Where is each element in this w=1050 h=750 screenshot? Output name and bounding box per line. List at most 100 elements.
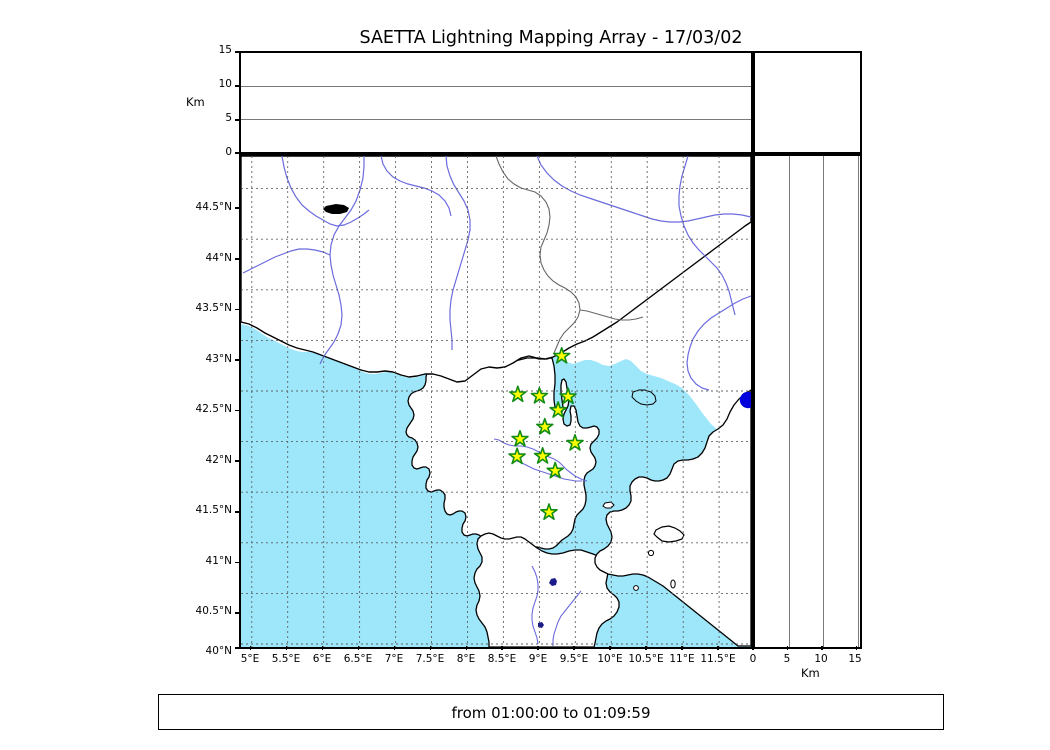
top-panel-axis-label: Km: [186, 95, 205, 109]
tick-lon-11.5: 11.5°E: [700, 653, 736, 665]
tickmark-lat-44.5: [235, 207, 239, 209]
station-star: [559, 387, 577, 405]
station-star: [566, 434, 584, 451]
tickmark-alt-10: [235, 85, 239, 87]
altitude-vs-longitude-panel: [239, 51, 753, 154]
tickmark-lon-8.5: [501, 646, 503, 650]
tick-lat-42: 42°N: [205, 454, 232, 466]
gridline-km-15: [857, 156, 859, 647]
station-star: [549, 401, 567, 418]
gridline-km-10: [823, 156, 825, 647]
tickmark-km-10: [821, 646, 823, 650]
tickmark-lon-7.5: [429, 646, 431, 650]
tickmark-lon-6.5: [357, 646, 360, 650]
tickmark-lon-10: [609, 646, 611, 650]
sardinia-lake-1: [549, 578, 557, 586]
tick-lon-10.5: 10.5°E: [628, 653, 664, 665]
tick-lat-43.5: 43.5°N: [195, 302, 232, 314]
sardinia-river-2: [552, 590, 582, 646]
station-markers: [508, 346, 584, 520]
station-star: [546, 461, 565, 479]
tick-alt-15: 15: [218, 44, 232, 56]
vhf-source-marker: [739, 391, 751, 409]
tick-lon-11: 11°E: [669, 653, 695, 665]
river-durance: [242, 248, 331, 274]
tickmark-lon-8: [465, 646, 467, 650]
tick-lon-6: 6°E: [312, 653, 332, 665]
france-liguria-coast: [241, 156, 751, 383]
tickmark-lon-9: [537, 646, 539, 650]
tickmark-lon-6: [321, 646, 324, 650]
tick-lon-5: 5°E: [240, 653, 260, 665]
tickmark-lon-11: [681, 646, 683, 650]
tickmark-lat-41: [235, 561, 239, 564]
station-star: [508, 447, 526, 465]
tickmark-lat-43: [235, 359, 239, 361]
river-arno: [686, 295, 751, 391]
tick-alt-5: 5: [225, 112, 232, 124]
national-border-fr-it: [495, 156, 581, 354]
islet-capraia: [647, 549, 655, 557]
tickmark-lat-41.5: [235, 511, 239, 513]
gridline-km-5: [788, 156, 790, 647]
corner-panel: [753, 51, 862, 154]
station-star: [535, 417, 554, 435]
tick-lat-42.5: 42.5°N: [195, 403, 232, 415]
tickmark-km-15: [855, 646, 858, 650]
corsica-river-tavignano: [516, 460, 582, 482]
islet-pianosa: [633, 585, 639, 591]
map-plot: [241, 156, 751, 647]
sardinia-river: [531, 565, 539, 645]
tick-lat-41.5: 41.5°N: [195, 504, 232, 516]
tuscan-bay: [631, 389, 657, 406]
altitude-vs-latitude-panel: [753, 154, 862, 649]
tickmark-km-5: [786, 646, 789, 650]
tick-alt-10: 10: [218, 78, 232, 90]
tick-lon-6.5: 6.5°E: [343, 653, 373, 665]
tick-alt-0: 0: [225, 146, 232, 158]
station-star: [552, 346, 571, 364]
tick-lon-8.5: 8.5°E: [487, 653, 517, 665]
islet-giglio: [602, 501, 615, 509]
river-tributary-1: [281, 156, 370, 227]
tickmark-alt-15: [235, 51, 239, 53]
map-panel[interactable]: [239, 154, 753, 649]
tickmark-lat-40: [235, 647, 239, 649]
river-var: [445, 156, 471, 350]
tickmark-lon-11.5: [717, 646, 719, 650]
station-star: [540, 503, 558, 520]
gridline-alt-10: [241, 85, 751, 87]
tickmark-alt-5: [235, 119, 239, 121]
right-panel-axis-label: Km: [801, 666, 820, 680]
map-gridlines: [241, 156, 751, 647]
station-star: [511, 429, 529, 447]
tickmark-lon-10.5: [645, 646, 647, 650]
islet-montecristo: [670, 579, 676, 589]
tickmark-lat-43.5: [235, 308, 239, 311]
gridline-alt-5: [241, 119, 751, 121]
time-range-box: from 01:00:00 to 01:09:59: [158, 694, 944, 730]
tick-lat-44: 44°N: [205, 252, 232, 264]
time-range-text: from 01:00:00 to 01:09:59: [451, 704, 651, 722]
tick-lon-10: 10°E: [597, 653, 623, 665]
tick-lon-7.5: 7.5°E: [415, 653, 445, 665]
tick-lon-7: 7°E: [384, 653, 404, 665]
tickmark-km-0: [752, 646, 754, 650]
tickmark-lon-5.5: [285, 646, 288, 650]
tickmark-lon-9.5: [573, 646, 575, 650]
italy-coastline: [594, 389, 751, 647]
tickmark-lat-42.5: [235, 409, 239, 412]
tick-lat-41: 41°N: [205, 555, 232, 567]
sardinia-landmass: [473, 532, 620, 647]
tick-lon-9.5: 9.5°E: [559, 653, 589, 665]
tick-km-15: 15: [848, 653, 862, 665]
tickmark-lat-42: [235, 460, 239, 462]
tickmark-lon-7: [393, 646, 396, 650]
river-adige: [678, 156, 736, 316]
tick-km-5: 5: [783, 653, 791, 665]
tick-lon-5.5: 5.5°E: [271, 653, 301, 665]
tickmark-alt-0: [235, 152, 239, 154]
tickmark-lat-44: [235, 258, 239, 260]
tick-km-10: 10: [814, 653, 828, 665]
